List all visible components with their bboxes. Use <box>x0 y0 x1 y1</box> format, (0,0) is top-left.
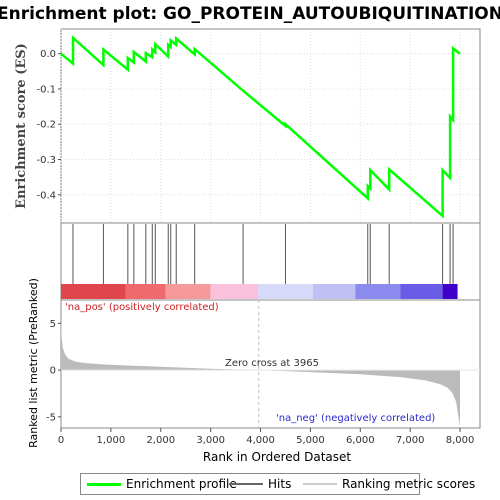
legend: Enrichment profile Hits Ranking metric s… <box>80 473 475 495</box>
legend-item-hits: Hits <box>229 477 291 491</box>
x-axis-ticks: 0 1,000 2,000 3,000 4,000 5,000 6,000 7,000 8,00… <box>58 428 475 446</box>
positive-correlation-label: 'na_pos' (positively correlated) <box>65 302 219 313</box>
ranked-metric-panel: 5 0 -5 'na_pos' (positively correlated) Ze… <box>27 278 481 448</box>
legend-swatch-hits <box>229 483 263 485</box>
color-bar-segment <box>442 284 458 299</box>
enrichment-y-tick-label: -0.4 <box>36 190 56 201</box>
color-bar-segment <box>61 284 126 299</box>
enrichment-profile-line <box>60 35 461 219</box>
legend-item-enrichment-profile: Enrichment profile <box>87 477 237 491</box>
x-tick-label: 8,000 <box>446 435 475 446</box>
ranked-metric-y-tick-label: 0 <box>50 366 56 377</box>
legend-label-ranking: Ranking metric scores <box>342 477 476 491</box>
chart-title: Enrichment plot: GO_PROTEIN_AUTOUBIQUITI… <box>0 4 500 24</box>
enrichment-score-panel: 0.0 -0.1 -0.2 -0.3 -0.4 Enrichment score (ES… <box>14 28 481 224</box>
hit-markers <box>72 224 454 284</box>
x-tick-label: 5,000 <box>296 435 325 446</box>
color-bar-segment <box>312 284 356 299</box>
enrichment-y-ticks: 0.0 -0.1 -0.2 -0.3 -0.4 <box>36 49 61 201</box>
hits-panel <box>60 222 481 301</box>
ranking-color-bar <box>61 284 458 299</box>
x-tick-label: 0 <box>58 435 64 446</box>
color-bar-segment <box>258 284 313 299</box>
ranking-metric-area <box>61 320 461 427</box>
ranked-metric-plot-area <box>60 299 481 429</box>
color-bar-segment <box>400 284 443 299</box>
ranked-metric-y-axis-label: Ranked list metric (PreRanked) <box>27 278 40 448</box>
ranked-metric-y-tick-label: -5 <box>46 412 56 423</box>
legend-item-ranking-metric: Ranking metric scores <box>303 477 475 491</box>
enrichment-y-tick-label: -0.2 <box>36 120 56 131</box>
negative-correlation-label: 'na_neg' (negatively correlated) <box>276 413 435 424</box>
legend-swatch-ranking <box>303 483 337 485</box>
enrichment-gridlines <box>60 29 480 223</box>
color-bar-segment <box>355 284 401 299</box>
x-tick-label: 3,000 <box>196 435 225 446</box>
legend-label-hits: Hits <box>268 477 292 491</box>
enrichment-y-axis-label: Enrichment score (ES) <box>14 43 29 209</box>
enrichment-y-tick-label: -0.1 <box>36 84 56 95</box>
color-bar-segment <box>125 284 166 299</box>
ranked-metric-y-tick-label: 5 <box>50 319 56 330</box>
x-axis-label: Rank in Ordered Dataset <box>203 450 351 464</box>
legend-swatch-enrichment <box>87 482 121 486</box>
color-bar-segment <box>210 284 259 299</box>
x-tick-label: 1,000 <box>97 435 126 446</box>
x-tick-label: 7,000 <box>396 435 425 446</box>
zero-cross-label: Zero cross at 3965 <box>225 358 319 369</box>
ranked-metric-y-ticks: 5 0 -5 <box>46 319 61 423</box>
x-tick-label: 2,000 <box>146 435 175 446</box>
color-bar-segment <box>165 284 211 299</box>
x-tick-label: 4,000 <box>246 435 275 446</box>
x-tick-label: 6,000 <box>346 435 375 446</box>
enrichment-y-tick-label: 0.0 <box>40 49 56 60</box>
enrichment-y-tick-label: -0.3 <box>36 155 56 166</box>
legend-label-enrichment: Enrichment profile <box>126 477 237 491</box>
